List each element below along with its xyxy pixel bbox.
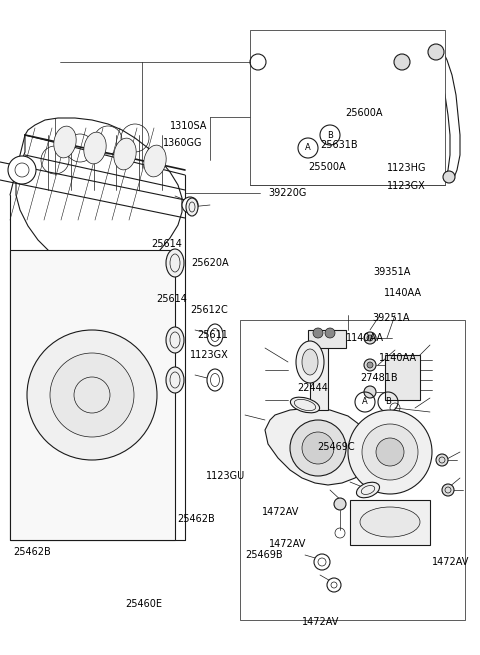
- Circle shape: [364, 332, 376, 344]
- Text: 25469B: 25469B: [245, 550, 282, 560]
- Text: 39251A: 39251A: [372, 313, 409, 324]
- Ellipse shape: [360, 507, 420, 537]
- Text: 25611: 25611: [198, 329, 228, 340]
- Ellipse shape: [166, 249, 184, 277]
- Text: 1123GU: 1123GU: [206, 470, 246, 481]
- Text: 25614: 25614: [156, 293, 187, 304]
- Text: 1123GX: 1123GX: [387, 181, 426, 191]
- Ellipse shape: [207, 369, 223, 391]
- Circle shape: [182, 197, 198, 213]
- Circle shape: [428, 44, 444, 60]
- Circle shape: [27, 330, 157, 460]
- Bar: [240, 320, 465, 620]
- Circle shape: [302, 432, 334, 464]
- Circle shape: [327, 578, 341, 592]
- Circle shape: [50, 353, 134, 437]
- Text: 1123HG: 1123HG: [387, 162, 426, 173]
- Text: 39220G: 39220G: [269, 187, 307, 198]
- Ellipse shape: [144, 145, 166, 177]
- Text: B: B: [327, 130, 333, 140]
- Text: 25462B: 25462B: [178, 514, 216, 525]
- Circle shape: [364, 386, 376, 398]
- Text: 1360GG: 1360GG: [163, 138, 203, 148]
- Text: 25612C: 25612C: [191, 305, 228, 315]
- Text: 1123GX: 1123GX: [190, 350, 228, 360]
- Text: 1472AV: 1472AV: [269, 539, 306, 550]
- Text: 25620A: 25620A: [191, 258, 228, 269]
- Ellipse shape: [357, 482, 380, 498]
- Circle shape: [290, 420, 346, 476]
- Ellipse shape: [302, 349, 318, 375]
- Text: 1472AV: 1472AV: [302, 617, 340, 627]
- Ellipse shape: [114, 138, 136, 170]
- Circle shape: [325, 328, 335, 338]
- Text: B: B: [385, 398, 391, 407]
- Circle shape: [376, 438, 404, 466]
- Ellipse shape: [207, 324, 223, 346]
- Bar: [10, 250, 175, 540]
- Circle shape: [334, 498, 346, 510]
- Text: 25500A: 25500A: [309, 162, 346, 172]
- Ellipse shape: [290, 397, 320, 413]
- Text: 1140AA: 1140AA: [379, 353, 417, 364]
- Circle shape: [348, 410, 432, 494]
- Text: 1472AV: 1472AV: [432, 557, 469, 567]
- Text: 1310SA: 1310SA: [170, 121, 208, 132]
- Text: A: A: [362, 398, 368, 407]
- Text: 25631B: 25631B: [321, 140, 358, 150]
- Circle shape: [442, 484, 454, 496]
- Circle shape: [443, 171, 455, 183]
- Text: 27481B: 27481B: [360, 373, 397, 383]
- Text: 25469C: 25469C: [317, 441, 354, 452]
- Circle shape: [367, 362, 373, 368]
- Circle shape: [8, 156, 36, 184]
- Text: 25614: 25614: [151, 238, 182, 249]
- Circle shape: [436, 454, 448, 466]
- Text: 39351A: 39351A: [373, 267, 411, 277]
- Circle shape: [313, 328, 323, 338]
- Text: 25462B: 25462B: [13, 546, 51, 557]
- Ellipse shape: [166, 367, 184, 393]
- Text: 22444: 22444: [298, 383, 328, 394]
- Ellipse shape: [54, 126, 76, 158]
- Circle shape: [364, 359, 376, 371]
- Ellipse shape: [186, 198, 198, 216]
- Bar: [385, 355, 420, 400]
- Circle shape: [362, 424, 418, 480]
- Bar: [250, 30, 445, 185]
- Ellipse shape: [84, 132, 106, 164]
- Polygon shape: [265, 408, 372, 485]
- Bar: [350, 500, 430, 545]
- Bar: [310, 335, 328, 410]
- Bar: [308, 330, 346, 348]
- Text: 1140AA: 1140AA: [346, 333, 384, 343]
- Ellipse shape: [166, 327, 184, 353]
- Text: 25460E: 25460E: [125, 599, 163, 609]
- Ellipse shape: [296, 341, 324, 383]
- Text: 25600A: 25600A: [346, 107, 383, 118]
- Text: 1472AV: 1472AV: [262, 507, 299, 517]
- Circle shape: [314, 554, 330, 570]
- Text: 1140AA: 1140AA: [384, 288, 422, 299]
- Circle shape: [367, 335, 373, 341]
- Text: A: A: [305, 143, 311, 153]
- Circle shape: [394, 54, 410, 70]
